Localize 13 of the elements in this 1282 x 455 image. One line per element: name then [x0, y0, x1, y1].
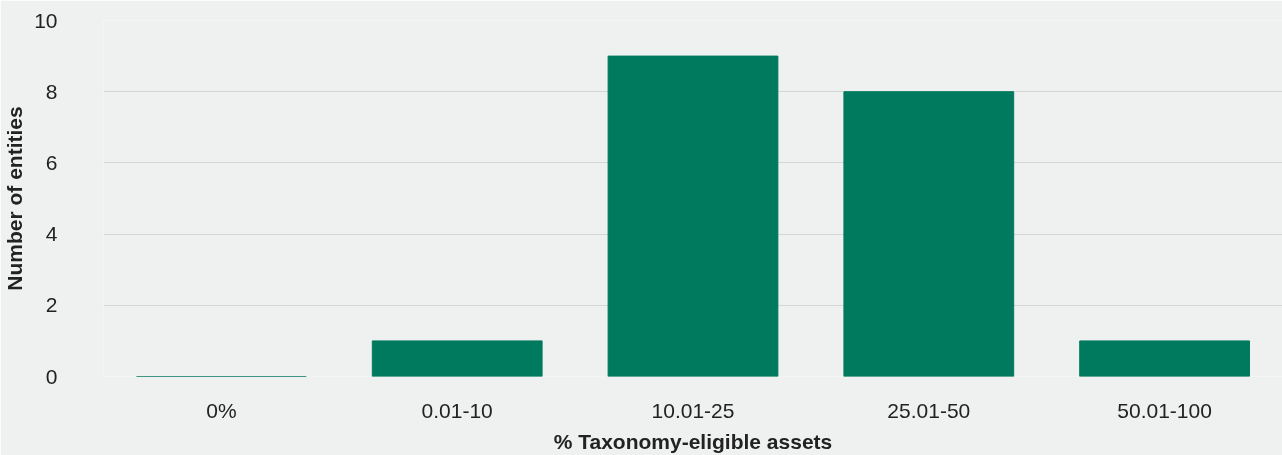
y-tick-label: 0 [45, 364, 58, 388]
x-axis-title: % Taxonomy-eligible assets [553, 429, 833, 453]
y-tick-label: 6 [45, 150, 58, 174]
x-tick-label: 0.01-10 [421, 398, 493, 422]
y-tick-label: 2 [45, 293, 58, 317]
y-tick-label: 8 [45, 79, 58, 103]
x-tick-label: 50.01-100 [1117, 398, 1212, 422]
y-tick-label: 10 [34, 8, 58, 32]
x-tick-label: 0% [206, 398, 237, 422]
x-tick-label: 25.01-50 [887, 398, 971, 422]
y-axis-title: Number of entities [3, 106, 27, 291]
x-tick-label: 10.01-25 [651, 398, 735, 422]
y-tick-label: 4 [45, 222, 58, 246]
